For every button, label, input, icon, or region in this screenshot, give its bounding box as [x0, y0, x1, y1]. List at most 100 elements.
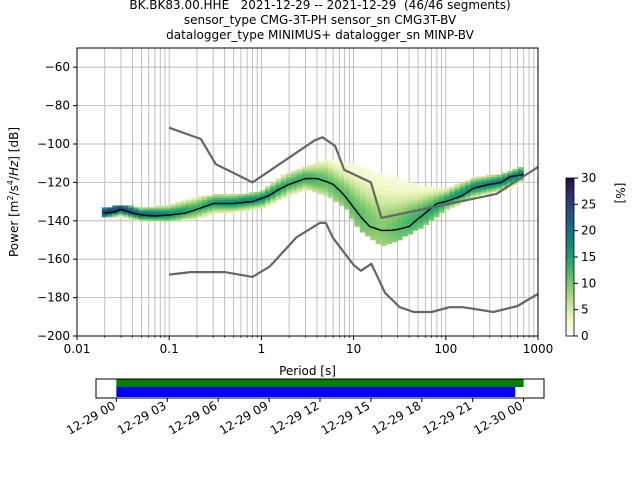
density-cell: [249, 201, 256, 204]
density-cell: [380, 174, 387, 177]
density-cell: [365, 215, 371, 218]
density-cell: [365, 188, 371, 191]
density-cell: [196, 203, 203, 206]
density-cell: [175, 207, 182, 210]
density-cell: [486, 178, 493, 181]
density-cell: [412, 228, 419, 231]
density-cell: [333, 165, 340, 168]
density-cell: [322, 182, 329, 185]
colorbar-tick-label: 30: [581, 171, 596, 185]
density-cell: [338, 174, 345, 177]
density-cell: [507, 172, 514, 176]
density-cell: [417, 201, 424, 204]
density-cell: [338, 190, 345, 193]
density-cell: [454, 193, 461, 197]
density-cell: [249, 197, 256, 200]
density-cell: [386, 238, 393, 241]
density-cell: [344, 205, 350, 208]
density-cell: [380, 186, 387, 189]
density-cell: [401, 232, 408, 235]
density-cell: [517, 170, 524, 174]
density-cell: [333, 197, 340, 200]
density-cell: [375, 180, 382, 183]
density-cell: [312, 182, 319, 185]
density-cell: [354, 172, 361, 176]
density-cell: [228, 205, 235, 208]
density-cell: [380, 211, 387, 214]
density-cell: [491, 190, 498, 193]
density-cell: [491, 180, 498, 183]
density-cell: [438, 193, 445, 197]
density-cell: [312, 167, 319, 170]
density-cell: [344, 192, 350, 195]
colorbar-label: [%]: [613, 183, 627, 204]
density-cell: [370, 232, 377, 235]
density-cell: [401, 215, 408, 218]
density-cell: [407, 218, 414, 222]
density-cell: [401, 207, 408, 210]
density-cell: [396, 209, 403, 212]
density-cell: [391, 184, 398, 187]
density-cell: [128, 207, 135, 210]
density-cell: [449, 203, 456, 206]
density-cell: [365, 226, 371, 229]
nlnm-line: [169, 221, 538, 314]
density-cell: [496, 188, 503, 191]
density-cell: [175, 203, 182, 206]
density-cell: [365, 201, 371, 204]
density-cell: [365, 220, 371, 224]
density-cell: [165, 209, 171, 212]
density-cell: [328, 195, 335, 199]
y-tick-label: −80: [45, 99, 70, 113]
density-cell: [291, 182, 298, 185]
density-cell: [486, 186, 493, 189]
density-cell: [449, 188, 456, 191]
density-cell: [423, 195, 429, 199]
density-cell: [365, 197, 371, 200]
density-cell: [391, 178, 398, 181]
density-cell: [270, 195, 277, 199]
density-cell: [491, 174, 498, 177]
density-cell: [480, 192, 487, 195]
density-cell: [417, 195, 424, 199]
density-cell: [291, 190, 298, 193]
density-cell: [280, 174, 287, 177]
density-cell: [149, 213, 156, 216]
timeline-tick-label: 12-29 15: [319, 398, 373, 437]
density-cell: [207, 213, 214, 216]
density-cell: [328, 192, 335, 195]
density-cell: [375, 197, 382, 200]
density-cell: [217, 203, 224, 206]
density-cell: [386, 216, 393, 220]
density-cell: [417, 207, 424, 210]
density-cell: [354, 201, 361, 204]
density-cell: [354, 224, 361, 227]
density-cell: [154, 205, 161, 208]
density-cell: [254, 193, 261, 197]
density-cell: [380, 222, 387, 225]
density-cell: [270, 190, 277, 193]
density-cell: [249, 203, 256, 206]
density-cell: [175, 216, 182, 220]
density-cell: [454, 203, 461, 206]
colorbar-tick-label: 15: [581, 250, 596, 264]
density-cell: [133, 218, 140, 222]
density-cell: [396, 215, 403, 218]
density-cell: [307, 186, 314, 189]
density-cell: [391, 201, 398, 204]
density-cell: [465, 182, 472, 185]
density-cell: [344, 199, 350, 202]
density-cell: [359, 220, 366, 224]
density-cell: [417, 197, 424, 200]
density-cell: [380, 192, 387, 195]
density-cell: [480, 190, 487, 193]
chart-title-line-1: BK.BK83.00.HHE 2021-12-29 -- 2021-12-29 …: [129, 0, 511, 12]
density-cell: [180, 209, 187, 212]
density-cell: [312, 180, 319, 183]
density-cell: [459, 195, 466, 199]
density-cell: [354, 178, 361, 181]
density-cell: [286, 192, 292, 195]
density-cell: [254, 207, 261, 210]
density-cell: [496, 174, 503, 177]
